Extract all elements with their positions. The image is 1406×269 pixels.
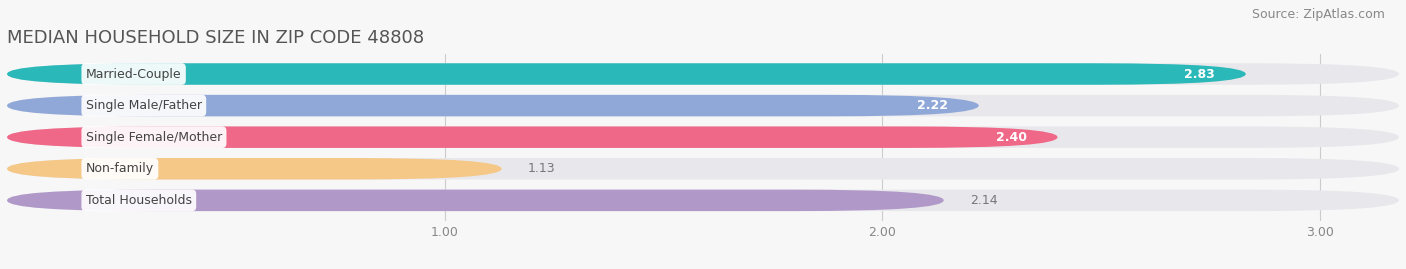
Text: 2.40: 2.40 [995, 131, 1026, 144]
FancyBboxPatch shape [7, 126, 1057, 148]
Text: 2.22: 2.22 [917, 99, 948, 112]
FancyBboxPatch shape [7, 95, 1399, 116]
FancyBboxPatch shape [7, 63, 1246, 85]
FancyBboxPatch shape [7, 126, 1399, 148]
Text: Source: ZipAtlas.com: Source: ZipAtlas.com [1251, 8, 1385, 21]
Text: Married-Couple: Married-Couple [86, 68, 181, 80]
Text: Total Households: Total Households [86, 194, 191, 207]
Text: 1.13: 1.13 [527, 162, 555, 175]
Text: 2.83: 2.83 [1184, 68, 1215, 80]
Text: Single Male/Father: Single Male/Father [86, 99, 202, 112]
FancyBboxPatch shape [7, 190, 943, 211]
FancyBboxPatch shape [7, 158, 502, 179]
FancyBboxPatch shape [7, 95, 979, 116]
Text: MEDIAN HOUSEHOLD SIZE IN ZIP CODE 48808: MEDIAN HOUSEHOLD SIZE IN ZIP CODE 48808 [7, 29, 425, 47]
Text: 2.14: 2.14 [970, 194, 998, 207]
FancyBboxPatch shape [7, 158, 1399, 179]
FancyBboxPatch shape [7, 190, 1399, 211]
FancyBboxPatch shape [7, 63, 1399, 85]
Text: Non-family: Non-family [86, 162, 153, 175]
Text: Single Female/Mother: Single Female/Mother [86, 131, 222, 144]
